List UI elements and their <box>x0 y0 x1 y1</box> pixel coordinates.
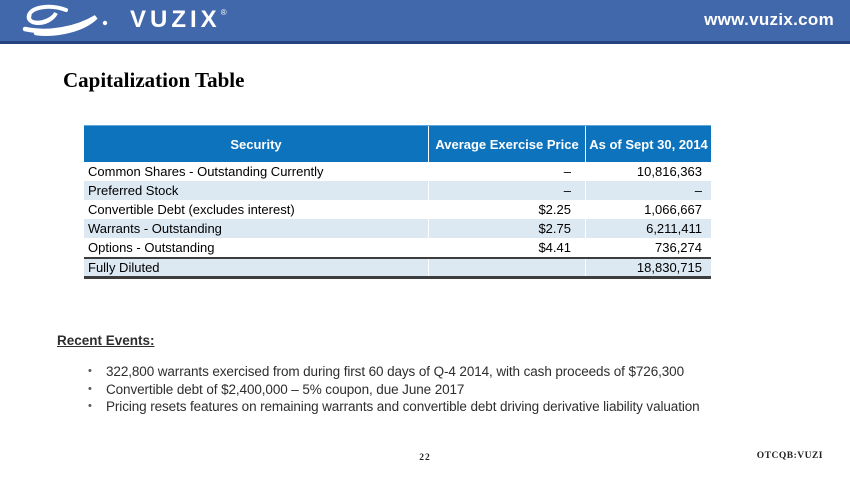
value-cell: 736,274 <box>585 238 711 257</box>
bullet-icon: • <box>88 382 92 395</box>
price-cell: – <box>428 162 585 181</box>
bullet-icon: • <box>88 365 92 377</box>
column-header-price: Average Exercise Price <box>428 126 585 162</box>
table-row: Warrants - Outstanding $2.75 6,211,411 <box>84 219 711 238</box>
bullet-text: 322,800 warrants exercised from during f… <box>106 364 684 379</box>
value-cell: 10,816,363 <box>585 162 711 181</box>
table-row: Preferred Stock – – <box>84 181 711 200</box>
vuzix-logo: VUZIX® <box>20 2 227 38</box>
value-cell: – <box>585 181 711 200</box>
logo-text: VUZIX <box>130 5 221 33</box>
table-row: Convertible Debt (excludes interest) $2.… <box>84 200 711 219</box>
table-row: Common Shares - Outstanding Currently – … <box>84 162 711 181</box>
swoosh-icon <box>22 4 108 36</box>
page-number: 22 <box>419 453 431 463</box>
website-url: www.vuzix.com <box>704 9 834 29</box>
price-cell: – <box>428 181 585 200</box>
value-cell: 6,211,411 <box>585 219 711 238</box>
bullet-text: Convertible debt of $2,400,000 – 5% coup… <box>106 381 465 397</box>
recent-events-list: • 322,800 warrants exercised from during… <box>88 363 788 416</box>
security-cell: Preferred Stock <box>88 183 179 198</box>
price-cell: $2.75 <box>428 219 585 238</box>
list-item: • Convertible debt of $2,400,000 – 5% co… <box>88 381 788 399</box>
list-item: • Pricing resets features on remaining w… <box>88 398 788 416</box>
security-cell: Common Shares - Outstanding Currently <box>88 164 324 179</box>
value-cell: 1,066,667 <box>585 200 711 219</box>
security-cell: Warrants - Outstanding <box>88 221 222 236</box>
security-cell: Convertible Debt (excludes interest) <box>88 202 295 217</box>
stock-ticker: OTCQB:VUZI <box>756 451 823 461</box>
page-title: Capitalization Table <box>63 68 245 92</box>
list-item: • 322,800 warrants exercised from during… <box>88 363 788 381</box>
security-cell: Fully Diluted <box>88 260 160 275</box>
table-row-total: Fully Diluted 18,830,715 <box>84 257 711 279</box>
table-header-row: Security Average Exercise Price As of Se… <box>84 125 711 162</box>
logo-wordmark: VUZIX® <box>130 6 227 34</box>
column-header-security: Security <box>230 136 282 152</box>
price-cell <box>428 259 585 276</box>
table-row: Options - Outstanding $4.41 736,274 <box>84 238 711 257</box>
recent-events-heading: Recent Events: <box>57 333 155 348</box>
bullet-icon: • <box>88 400 92 412</box>
bullet-text: Pricing resets features on remaining war… <box>106 399 700 414</box>
value-cell: 18,830,715 <box>585 259 711 276</box>
capitalization-table: Security Average Exercise Price As of Se… <box>84 125 711 279</box>
price-cell: $4.41 <box>428 238 585 257</box>
column-header-asof: As of Sept 30, 2014 <box>585 126 711 162</box>
brand-bar: VUZIX® www.vuzix.com <box>0 0 850 44</box>
security-cell: Options - Outstanding <box>88 240 215 255</box>
price-cell: $2.25 <box>428 200 585 219</box>
registered-mark: ® <box>220 7 227 17</box>
